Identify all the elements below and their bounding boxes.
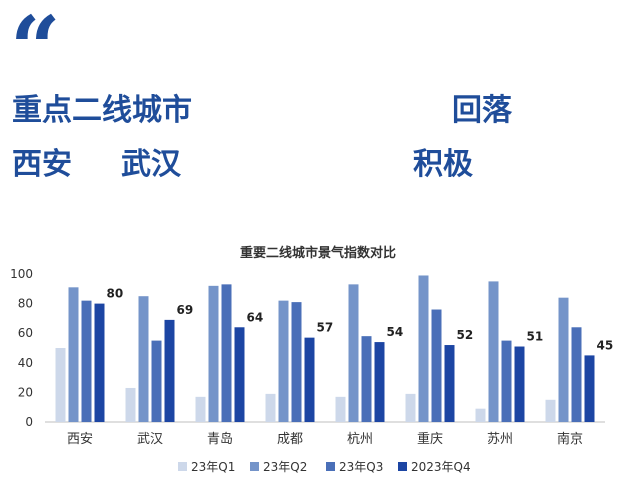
y-tick-label: 20 xyxy=(18,385,33,399)
legend-swatch xyxy=(326,462,335,471)
quote-mark-icon: “ xyxy=(10,0,61,100)
bar xyxy=(405,393,416,422)
headline-line-2-mid: 武汉 xyxy=(121,147,181,182)
legend-label: 23年Q1 xyxy=(191,460,235,474)
y-tick-label: 80 xyxy=(18,297,33,311)
bar xyxy=(55,348,66,422)
category-label: 苏州 xyxy=(487,431,513,447)
category-label: 杭州 xyxy=(347,432,373,447)
legend-swatch xyxy=(178,462,187,471)
bar xyxy=(164,319,175,422)
bar xyxy=(304,337,315,422)
bar xyxy=(208,285,219,422)
y-tick-label: 0 xyxy=(25,415,33,429)
category-label: 西安 xyxy=(67,432,93,447)
data-label: 51 xyxy=(527,330,544,344)
category-label: 武汉 xyxy=(137,432,163,447)
data-label: 69 xyxy=(177,303,194,317)
bar xyxy=(125,387,136,422)
bar xyxy=(374,342,385,422)
bar xyxy=(81,300,92,422)
data-label: 54 xyxy=(387,325,404,339)
bar xyxy=(234,327,245,422)
y-tick-label: 60 xyxy=(18,326,33,340)
bar xyxy=(221,284,232,422)
bar xyxy=(335,396,346,422)
bar xyxy=(431,309,442,422)
bar-chart: 重要二线城市景气指数对比 0 20 40 60 80 100 西安 80 武汉 69 青岛 64 成都… xyxy=(10,245,614,474)
bar xyxy=(94,303,105,422)
data-label: 52 xyxy=(457,328,474,342)
legend-label: 23年Q3 xyxy=(339,460,383,474)
bar xyxy=(584,355,595,422)
headline-line-1-tail: 回落 xyxy=(452,93,512,128)
bar xyxy=(278,300,289,422)
bar xyxy=(558,297,569,422)
bar xyxy=(195,396,206,422)
bar xyxy=(488,281,499,422)
bar xyxy=(151,340,162,422)
bar xyxy=(68,287,79,422)
data-label: 80 xyxy=(107,287,124,301)
bar xyxy=(501,340,512,422)
headline-line-2: 西安 xyxy=(12,147,72,182)
category-label: 南京 xyxy=(557,431,583,447)
legend-label: 2023年Q4 xyxy=(411,460,471,474)
bar xyxy=(475,408,486,422)
category-label: 青岛 xyxy=(207,431,233,447)
legend-label: 23年Q2 xyxy=(263,460,307,474)
bar xyxy=(545,399,556,422)
bar xyxy=(418,275,429,422)
legend-swatch xyxy=(250,462,259,471)
bar xyxy=(514,346,525,422)
category-label: 成都 xyxy=(277,432,303,447)
bar xyxy=(444,345,455,422)
headline-line-1: 重点二线城市 xyxy=(12,93,192,128)
headline-line-2-tail: 积极 xyxy=(413,147,473,182)
legend-swatch xyxy=(398,462,407,471)
bar xyxy=(265,393,276,422)
bar xyxy=(138,296,149,422)
y-tick-label: 40 xyxy=(18,356,33,370)
bar xyxy=(348,284,359,422)
bar xyxy=(361,336,372,422)
bar xyxy=(571,327,582,422)
category-label: 重庆 xyxy=(417,431,443,447)
data-label: 45 xyxy=(597,338,614,352)
data-label: 57 xyxy=(317,321,334,335)
bar xyxy=(291,302,302,422)
data-label: 64 xyxy=(247,310,264,324)
chart-title: 重要二线城市景气指数对比 xyxy=(240,245,396,261)
y-tick-label: 100 xyxy=(10,267,33,281)
